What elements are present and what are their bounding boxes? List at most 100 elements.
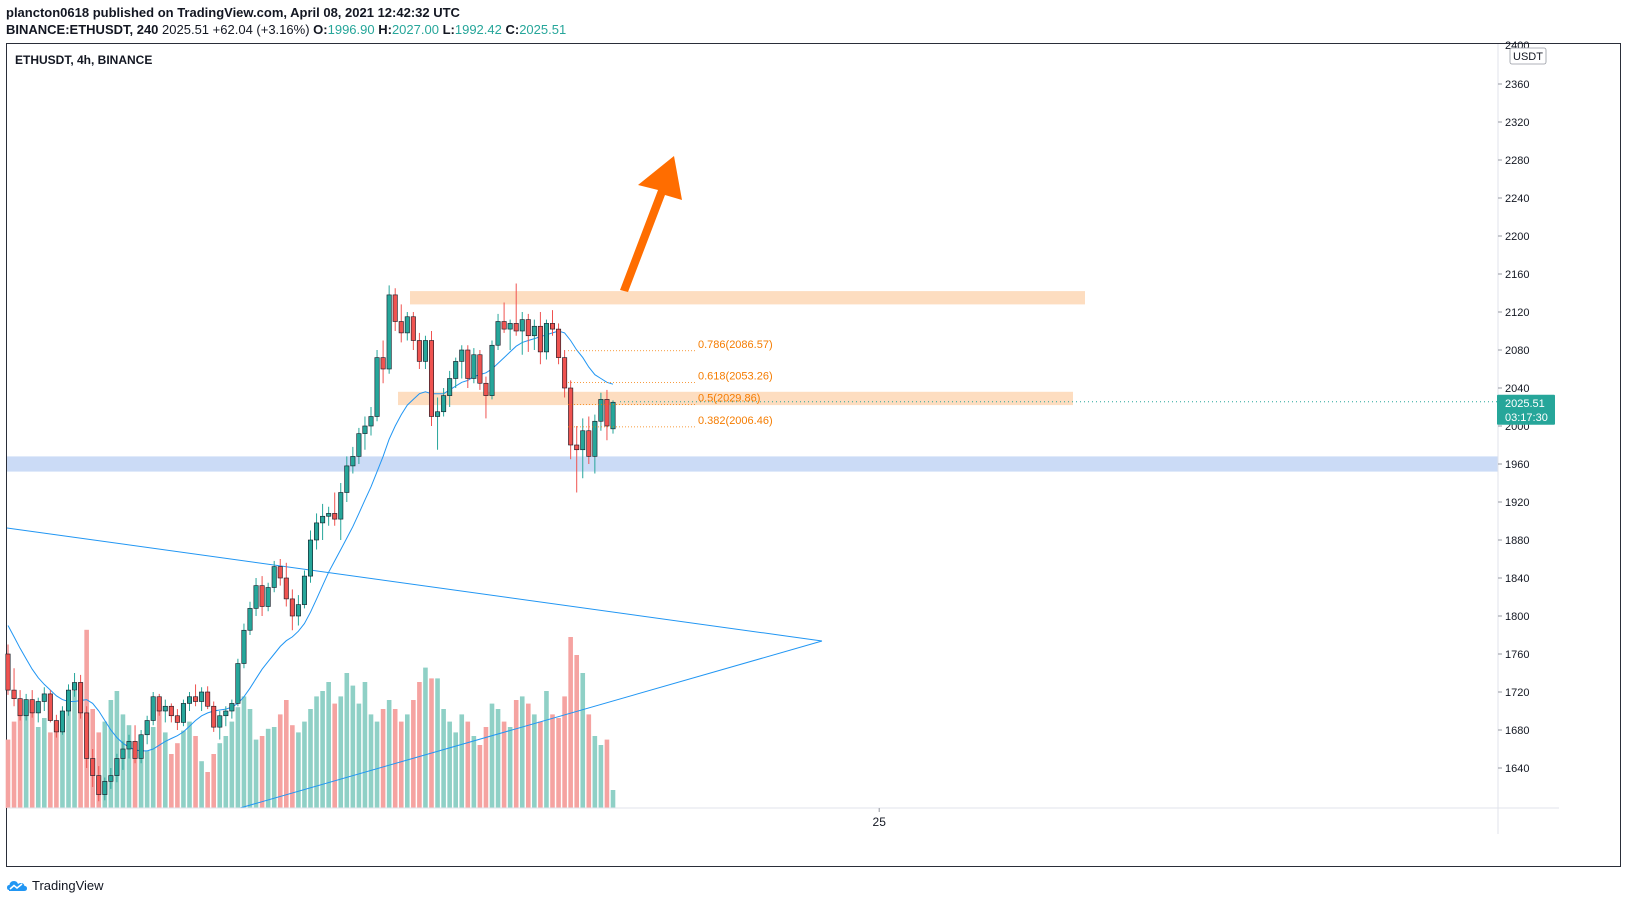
volume-bar <box>54 728 59 808</box>
volume-bar <box>29 703 35 808</box>
volume-bar <box>344 673 350 808</box>
arrow-layer <box>620 156 682 292</box>
candle-body <box>126 741 132 750</box>
candle-body <box>586 430 592 457</box>
volume-bar <box>610 790 616 808</box>
volume-bar <box>459 714 465 808</box>
volume-bar <box>374 721 380 808</box>
candle-body <box>156 696 162 712</box>
ascending-trendline <box>239 640 823 809</box>
candle-body <box>241 629 247 664</box>
candle-body <box>205 691 211 707</box>
volume-bar <box>538 721 543 808</box>
price-tick-label: 2280 <box>1505 155 1529 167</box>
volume-bar <box>411 700 416 808</box>
footer: TradingView <box>6 878 104 893</box>
volume-bar <box>513 700 519 808</box>
price-tick-label: 1800 <box>1505 611 1529 623</box>
candle-body <box>568 387 574 446</box>
unit-label: USDT <box>1513 51 1543 63</box>
candle-body <box>283 577 289 600</box>
candle-body <box>144 720 150 736</box>
unit-box <box>1509 47 1547 65</box>
volume-layer <box>5 629 616 808</box>
candle-body <box>507 323 513 330</box>
volume-bar <box>332 703 337 808</box>
volume-bar <box>277 714 283 808</box>
candle-body <box>108 775 114 782</box>
price-tick-label: 1720 <box>1505 687 1529 699</box>
candle-body <box>120 748 126 759</box>
volume-bar <box>247 709 253 808</box>
price-tick-label: 2120 <box>1505 307 1529 319</box>
price-tick-label: 1680 <box>1505 725 1529 737</box>
volume-bar <box>302 721 307 808</box>
candle-body <box>199 691 205 702</box>
descending-trendline <box>6 527 823 642</box>
candle-body <box>96 775 102 795</box>
candle-body <box>114 758 120 776</box>
publish-line: plancton0618 published on TradingView.co… <box>6 5 460 20</box>
candle-body <box>301 575 307 605</box>
volume-bar <box>568 637 573 808</box>
volume-bar <box>229 721 235 808</box>
change: +62.04 (+3.16%) <box>212 22 310 37</box>
close-label: C: <box>505 22 520 37</box>
candle-body <box>531 325 537 337</box>
volume-bar <box>175 743 180 808</box>
volume-bar <box>235 707 241 808</box>
last-price: 2025.51 <box>162 22 210 37</box>
volume-bar <box>550 714 555 808</box>
volume-bar <box>586 714 592 808</box>
candle-body <box>610 401 616 430</box>
candle-body <box>253 585 259 609</box>
high-value: 2027.00 <box>391 22 439 37</box>
volume-bar <box>223 736 229 808</box>
volume-bar <box>501 721 507 808</box>
candle-body <box>53 720 59 733</box>
high-label: H: <box>378 22 392 37</box>
volume-bar <box>48 732 53 808</box>
volume-bar <box>398 721 404 808</box>
axes-layer: 2400USDT16401680172017601800184018801920… <box>7 40 1559 834</box>
volume-bar <box>447 721 452 808</box>
volume-bar <box>72 691 77 808</box>
tradingview-logo-icon <box>7 880 27 891</box>
low-value: 1992.42 <box>454 22 502 37</box>
volume-bar <box>507 727 513 808</box>
price-tick-label: 1880 <box>1505 535 1529 547</box>
candle-body <box>247 608 253 631</box>
volume-bar <box>574 655 579 808</box>
fib-layer: 0.786(2086.57) 0.618(2053.26) 0.5(2029.86)… <box>568 339 773 428</box>
price-tick-label: 2040 <box>1505 383 1529 395</box>
volume-bar <box>138 757 144 808</box>
chart-frame[interactable] <box>6 43 1621 867</box>
volume-bar <box>526 703 531 808</box>
volume-bar <box>253 739 259 808</box>
candle-body <box>307 539 313 577</box>
candle-body <box>392 294 398 322</box>
volume-bar <box>356 703 362 808</box>
candle-body <box>72 682 78 691</box>
candle-body <box>404 316 410 334</box>
candle-body <box>47 693 53 721</box>
candle-body <box>489 344 495 396</box>
candle-body <box>29 699 35 714</box>
candle-body <box>350 456 356 467</box>
candle-body <box>187 696 193 704</box>
fib-label: 0.618(2053.26) <box>698 370 773 382</box>
volume-bar <box>423 667 428 808</box>
volume-bar <box>284 700 289 808</box>
candle-body <box>59 710 65 733</box>
volume-bar <box>471 736 477 808</box>
volume-bar <box>17 714 23 808</box>
candle-body <box>410 316 416 341</box>
candle-body <box>211 705 217 728</box>
volume-bar <box>126 725 132 808</box>
candle-body <box>78 682 84 714</box>
volume-bar <box>42 718 47 808</box>
candle-body <box>483 382 489 396</box>
volume-bar <box>144 750 150 808</box>
price-tick-label: 1760 <box>1505 649 1529 661</box>
